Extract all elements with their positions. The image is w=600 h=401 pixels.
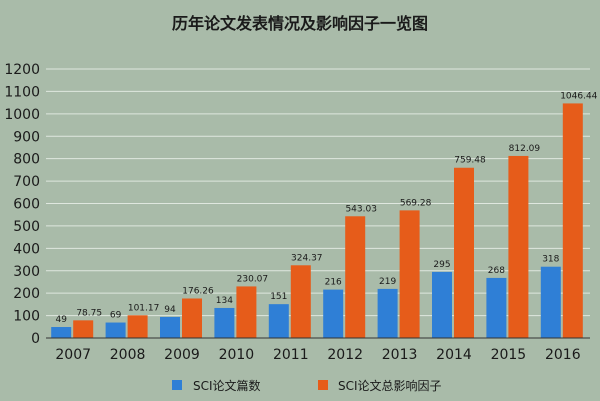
data-label: 1046.44 <box>560 91 597 101</box>
data-label: 94 <box>164 305 176 315</box>
data-label: 295 <box>433 260 450 270</box>
data-label: 49 <box>55 315 67 325</box>
x-axis-ticks: 2007 2008 2009 2010 2011 2012 2013 2014 2015 2016 <box>55 347 580 363</box>
bar-sci-count <box>540 266 561 338</box>
data-label: 230.07 <box>237 274 269 284</box>
bar-impact-factor <box>399 210 420 338</box>
bar-sci-count <box>486 277 507 338</box>
y-tick-label: 600 <box>13 197 40 213</box>
bar-impact-factor <box>290 265 311 338</box>
bar-sci-count <box>268 304 289 338</box>
data-label: 759.48 <box>454 156 486 166</box>
y-tick-label: 400 <box>13 241 40 257</box>
x-tick-label: 2014 <box>436 347 472 363</box>
x-tick-label: 2009 <box>164 347 200 363</box>
y-tick-label: 900 <box>13 129 40 145</box>
x-tick-label: 2007 <box>55 347 91 363</box>
y-tick-label: 200 <box>13 286 40 302</box>
legend-swatch-impact-factor <box>318 380 328 390</box>
y-tick-label: 700 <box>13 174 40 190</box>
x-tick-label: 2008 <box>110 347 146 363</box>
bar-sci-count <box>51 327 72 338</box>
data-label: 151 <box>270 292 287 302</box>
bar-sci-count <box>105 322 126 338</box>
legend: SCI论文篇数 SCI论文总影响因子 <box>172 378 442 393</box>
legend-label-sci-count: SCI论文篇数 <box>193 378 261 393</box>
x-tick-label: 2010 <box>219 347 255 363</box>
data-label: 219 <box>379 277 396 287</box>
bar-sci-count <box>432 271 452 338</box>
data-label: 268 <box>488 266 505 276</box>
y-tick-label: 500 <box>13 219 40 235</box>
bar-impact-factor <box>508 155 529 338</box>
data-label: 216 <box>325 278 342 288</box>
bar-impact-factor <box>345 216 366 338</box>
data-label: 101.17 <box>128 303 160 313</box>
bar-impact-factor <box>73 320 94 338</box>
data-label: 176.26 <box>182 286 214 296</box>
data-label: 812.09 <box>509 144 541 154</box>
y-axis-ticks: 0 100 200 300 400 500 600 700 800 900 1000 1100 1200 <box>4 62 40 347</box>
x-tick-label: 2012 <box>327 347 363 363</box>
y-tick-label: 1200 <box>4 62 40 78</box>
y-tick-label: 1000 <box>4 107 40 123</box>
x-tick-label: 2011 <box>273 347 309 363</box>
data-label: 324.37 <box>291 253 323 263</box>
bar-impact-factor <box>127 315 148 338</box>
grid-lines <box>46 68 590 339</box>
data-label: 134 <box>216 296 233 306</box>
y-tick-label: 0 <box>31 331 40 347</box>
data-label: 78.75 <box>76 308 102 318</box>
chart-title: 历年论文发表情况及影响因子一览图 <box>172 14 428 33</box>
bar-impact-factor <box>182 298 202 338</box>
x-tick-label: 2015 <box>491 347 527 363</box>
legend-label-impact-factor: SCI论文总影响因子 <box>338 378 442 393</box>
y-tick-label: 800 <box>13 152 40 168</box>
bar-impact-factor <box>454 167 474 338</box>
bar-sci-count <box>377 288 398 338</box>
y-tick-label: 300 <box>13 264 40 280</box>
bar-impact-factor <box>236 286 257 338</box>
bar-sci-count <box>323 289 344 338</box>
y-tick-label: 100 <box>13 309 40 325</box>
x-tick-label: 2013 <box>382 347 418 363</box>
y-tick-label: 1100 <box>4 84 40 100</box>
bar-impact-factor <box>562 103 583 338</box>
data-label: 69 <box>110 311 122 321</box>
legend-swatch-sci-count <box>172 380 182 390</box>
bar-sci-count <box>214 307 235 338</box>
data-label: 543.03 <box>345 204 377 214</box>
bar-sci-count <box>160 316 180 338</box>
data-label: 318 <box>542 255 559 265</box>
x-tick-label: 2016 <box>545 347 581 363</box>
data-label: 569.28 <box>400 198 432 208</box>
bars <box>51 103 583 338</box>
